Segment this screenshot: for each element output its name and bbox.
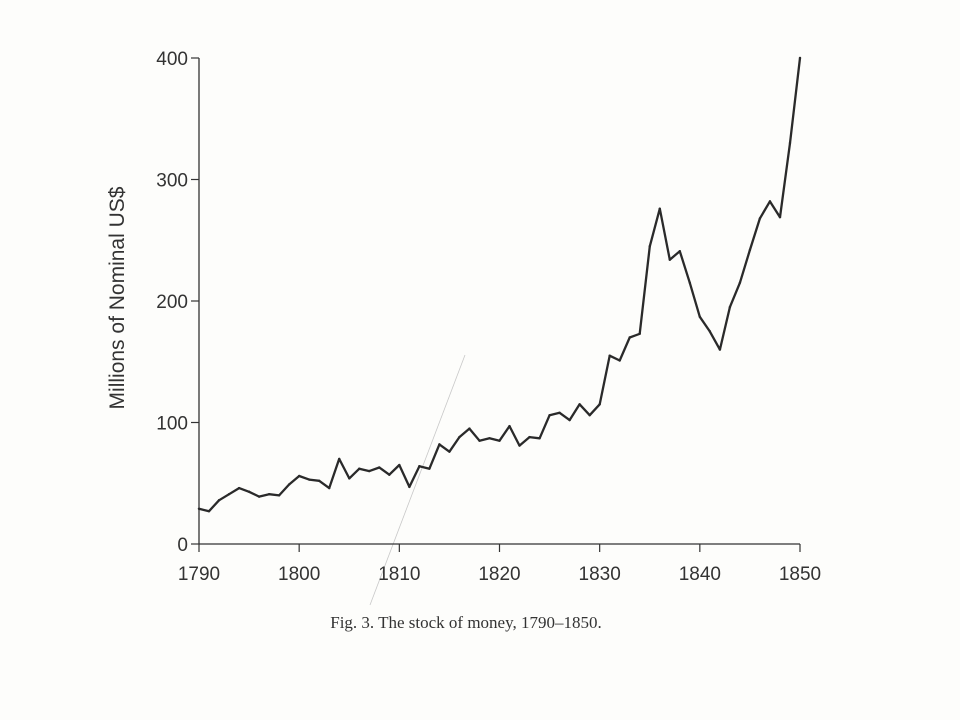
data-point	[237, 486, 241, 490]
data-point	[508, 424, 511, 428]
data-point	[338, 457, 341, 461]
data-point	[548, 414, 551, 417]
data-point	[628, 336, 631, 339]
y-tick-label: 0	[177, 535, 188, 556]
data-point	[307, 478, 311, 481]
data-point	[478, 439, 481, 442]
data-point	[698, 315, 702, 318]
data-point	[638, 332, 641, 336]
x-tick-label: 1850	[779, 564, 821, 585]
data-point	[668, 258, 671, 261]
x-ticks: 1790 1800 1810 1820 1830 1840 1850	[178, 544, 821, 585]
scan-artifact-line	[369, 354, 466, 606]
y-ticks: 0 100 200 300 400	[156, 49, 199, 556]
y-tick-label: 100	[156, 414, 188, 435]
data-point	[217, 499, 221, 502]
x-tick-label: 1790	[178, 564, 220, 585]
y-tick-label: 300	[156, 171, 188, 192]
data-point	[688, 281, 692, 284]
data-point	[247, 490, 251, 493]
data-point	[518, 444, 521, 447]
data-point	[748, 248, 752, 252]
data-point	[798, 56, 802, 60]
x-tick-label: 1830	[579, 564, 621, 585]
y-axis-label: Millions of Nominal US$	[106, 186, 129, 409]
data-point	[738, 281, 742, 284]
x-tick-label: 1820	[478, 564, 520, 585]
data-point	[578, 403, 581, 406]
x-tick-label: 1800	[278, 564, 320, 585]
data-point	[658, 207, 661, 210]
data-point	[448, 450, 451, 453]
data-point	[297, 474, 301, 478]
data-point	[368, 469, 371, 473]
data-point	[207, 509, 211, 513]
data-point	[257, 495, 261, 498]
data-point	[788, 141, 792, 145]
data-point	[398, 463, 401, 467]
data-point	[588, 414, 591, 417]
data-point	[778, 215, 782, 219]
x-tick-label: 1840	[679, 564, 721, 585]
data-point	[318, 479, 321, 483]
data-point	[428, 467, 431, 470]
y-tick-label: 400	[156, 49, 188, 70]
data-point	[678, 249, 681, 253]
data-point	[408, 485, 411, 489]
axes	[198, 58, 800, 545]
data-point	[277, 494, 281, 497]
data-point	[498, 439, 501, 442]
data-point	[718, 348, 722, 351]
data-point	[648, 245, 651, 248]
data-point	[728, 305, 732, 309]
data-point	[528, 435, 531, 439]
series-layer	[197, 56, 802, 513]
data-point	[458, 435, 461, 439]
data-point	[598, 403, 601, 406]
data-point	[558, 411, 561, 414]
data-point	[328, 486, 331, 490]
data-point	[708, 330, 712, 333]
y-tick-label: 200	[156, 292, 188, 313]
data-point	[758, 217, 762, 220]
x-tick-label: 1810	[378, 564, 420, 585]
data-point	[608, 354, 611, 357]
data-point	[378, 466, 381, 469]
money-stock-series-line	[197, 56, 802, 513]
data-point	[227, 492, 231, 496]
data-point	[468, 427, 471, 430]
figure-caption: Fig. 3. The stock of money, 1790–1850.	[330, 613, 602, 632]
data-point	[267, 492, 271, 496]
data-point	[197, 507, 201, 510]
data-point	[768, 200, 772, 203]
data-point	[388, 473, 391, 476]
data-point	[568, 418, 571, 422]
data-point	[538, 437, 541, 440]
data-point	[418, 465, 421, 468]
data-point	[358, 467, 361, 470]
data-point	[348, 477, 351, 480]
data-point	[287, 483, 291, 486]
data-point	[438, 443, 441, 446]
data-point	[618, 359, 621, 362]
data-point	[488, 437, 491, 440]
